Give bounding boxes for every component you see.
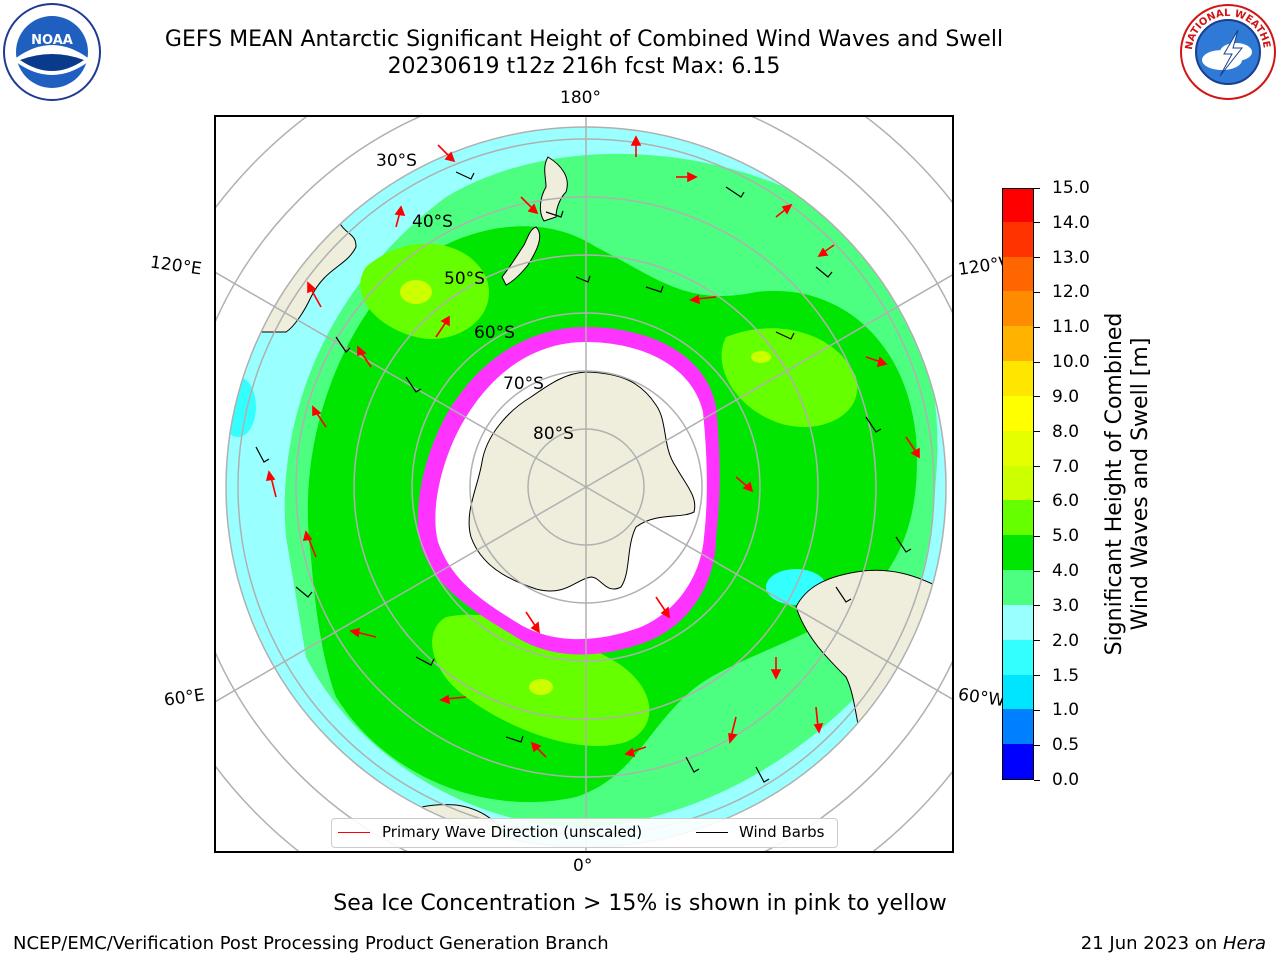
africa-land — [226, 756, 302, 823]
colorbar-tick-mark — [1034, 222, 1040, 224]
colorbar-segment — [1003, 290, 1033, 327]
colorbar-tick-mark — [1034, 431, 1040, 433]
colorbar-tick-label: 4.0 — [1052, 561, 1080, 582]
colorbar-tick-label: 9.0 — [1052, 386, 1080, 407]
footer-date-text: 21 Jun 2023 on — [1080, 933, 1223, 954]
legend-wave-direction-label: Primary Wave Direction (unscaled) — [382, 823, 643, 841]
colorbar-segment — [1003, 395, 1033, 431]
colorbar-tick-label: 3.0 — [1052, 595, 1080, 616]
colorbar-tick-mark — [1034, 257, 1040, 259]
colorbar-segment — [1003, 256, 1033, 292]
colorbar-tick-label: 14.0 — [1052, 212, 1090, 233]
colorbar-tick-label: 0.0 — [1052, 770, 1080, 790]
wave-low-pocket-west — [226, 377, 256, 437]
noaa-logo-text: NOAA — [31, 33, 73, 48]
colorbar-tick-label: 1.5 — [1052, 665, 1080, 686]
nws-logo: NATIONAL WEATHER SERVICE — [1178, 2, 1276, 100]
polar-map — [216, 117, 952, 851]
colorbar-segment — [1003, 604, 1033, 640]
colorbar-tick-label: 0.5 — [1052, 735, 1080, 756]
lon-label-0: 0° — [573, 856, 593, 876]
colorbar-tick-label: 7.0 — [1052, 456, 1080, 477]
colorbar-tick-mark — [1034, 361, 1040, 363]
colorbar-tick-mark — [1034, 709, 1040, 711]
lat-label-30s: 30°S — [376, 151, 417, 171]
noaa-logo: NOAA — [3, 3, 101, 101]
colorbar — [1002, 188, 1034, 780]
colorbar-tick-label: 8.0 — [1052, 421, 1080, 442]
footer-credit: NCEP/EMC/Verification Post Processing Pr… — [13, 933, 609, 954]
lat-label-50s: 50°S — [444, 269, 485, 289]
colorbar-tick-mark — [1034, 640, 1040, 642]
colorbar-segment — [1003, 743, 1033, 779]
lon-label-60w: 60°W — [956, 684, 1007, 712]
footer-host: Hera — [1222, 933, 1266, 954]
colorbar-tick-label: 11.0 — [1052, 317, 1090, 338]
wave-band-6-7m-b — [751, 351, 771, 363]
legend-wind-barbs-label: Wind Barbs — [739, 823, 825, 841]
colorbar-segment — [1003, 499, 1033, 536]
colorbar-tick-label: 13.0 — [1052, 247, 1090, 268]
colorbar-tick-label: 10.0 — [1052, 352, 1090, 373]
colorbar-segment — [1003, 569, 1033, 605]
colorbar-tick-label: 2.0 — [1052, 630, 1080, 651]
lat-label-80s: 80°S — [533, 424, 574, 444]
colorbar-segment — [1003, 360, 1033, 396]
lat-label-70s: 70°S — [503, 374, 544, 394]
colorbar-tick-mark — [1034, 570, 1040, 572]
wind-barbs — [255, 171, 912, 783]
colorbar-tick-label: 5.0 — [1052, 526, 1080, 547]
longitude-grid — [216, 117, 952, 851]
colorbar-tick-label: 1.0 — [1052, 700, 1080, 721]
wave-band-6-7m-a — [400, 280, 432, 304]
lat-label-40s: 40°S — [412, 212, 453, 232]
colorbar-tick-label: 12.0 — [1052, 282, 1090, 303]
wave-height-field — [226, 127, 946, 847]
colorbar-tick-mark — [1034, 187, 1040, 189]
colorbar-segment — [1003, 430, 1033, 466]
colorbar-segment — [1003, 674, 1033, 710]
colorbar-tick-mark — [1034, 500, 1040, 502]
colorbar-segment — [1003, 189, 1033, 222]
colorbar-tick-mark — [1034, 535, 1040, 537]
colorbar-tick-mark — [1034, 779, 1040, 781]
map-legend: Primary Wave Direction (unscaled) Wind B… — [331, 818, 838, 848]
colorbar-segment — [1003, 221, 1033, 257]
sea-ice-note: Sea Ice Concentration > 15% is shown in … — [333, 891, 947, 916]
colorbar-segment — [1003, 534, 1033, 571]
colorbar-label-line1: Significant Height of Combined — [1102, 312, 1127, 656]
colorbar-tick-mark — [1034, 744, 1040, 746]
legend-wind-barbs-swatch — [696, 832, 728, 833]
colorbar-tick-label: 15.0 — [1052, 178, 1090, 198]
chart-title: GEFS MEAN Antarctic Significant Height o… — [164, 27, 1004, 52]
new-zealand-south — [501, 226, 541, 286]
colorbar-segment — [1003, 325, 1033, 362]
legend-wave-direction-swatch — [338, 832, 370, 833]
colorbar-tick-mark — [1034, 675, 1040, 677]
new-zealand-north — [539, 156, 568, 222]
footer-date: 21 Jun 2023 on Hera — [1081, 933, 1266, 954]
lon-label-60e: 60°E — [162, 685, 207, 711]
lon-label-120e: 120°E — [148, 252, 203, 280]
colorbar-label: Significant Height of Combined Wind Wave… — [1102, 254, 1154, 714]
colorbar-tick-mark — [1034, 291, 1040, 293]
wave-band-6-7m-c — [529, 679, 553, 695]
antarctica-land — [468, 371, 696, 592]
colorbar-segment — [1003, 465, 1033, 501]
colorbar-label-line2: Wind Waves and Swell [m] — [1128, 337, 1153, 631]
wave-direction-arrows — [265, 135, 920, 758]
colorbar-segment — [1003, 639, 1033, 675]
colorbar-tick-mark — [1034, 605, 1040, 607]
colorbar-tick-mark — [1034, 466, 1040, 468]
colorbar-tick-label: 6.0 — [1052, 491, 1080, 512]
colorbar-tick-mark — [1034, 326, 1040, 328]
lon-label-180: 180° — [560, 88, 601, 108]
map-panel — [214, 115, 954, 853]
lat-label-60s: 60°S — [474, 323, 515, 343]
colorbar-segment — [1003, 708, 1033, 745]
colorbar-tick-mark — [1034, 396, 1040, 398]
chart-subtitle-run: 20230619 t12z 216h fcst Max: 6.15 — [387, 54, 781, 79]
